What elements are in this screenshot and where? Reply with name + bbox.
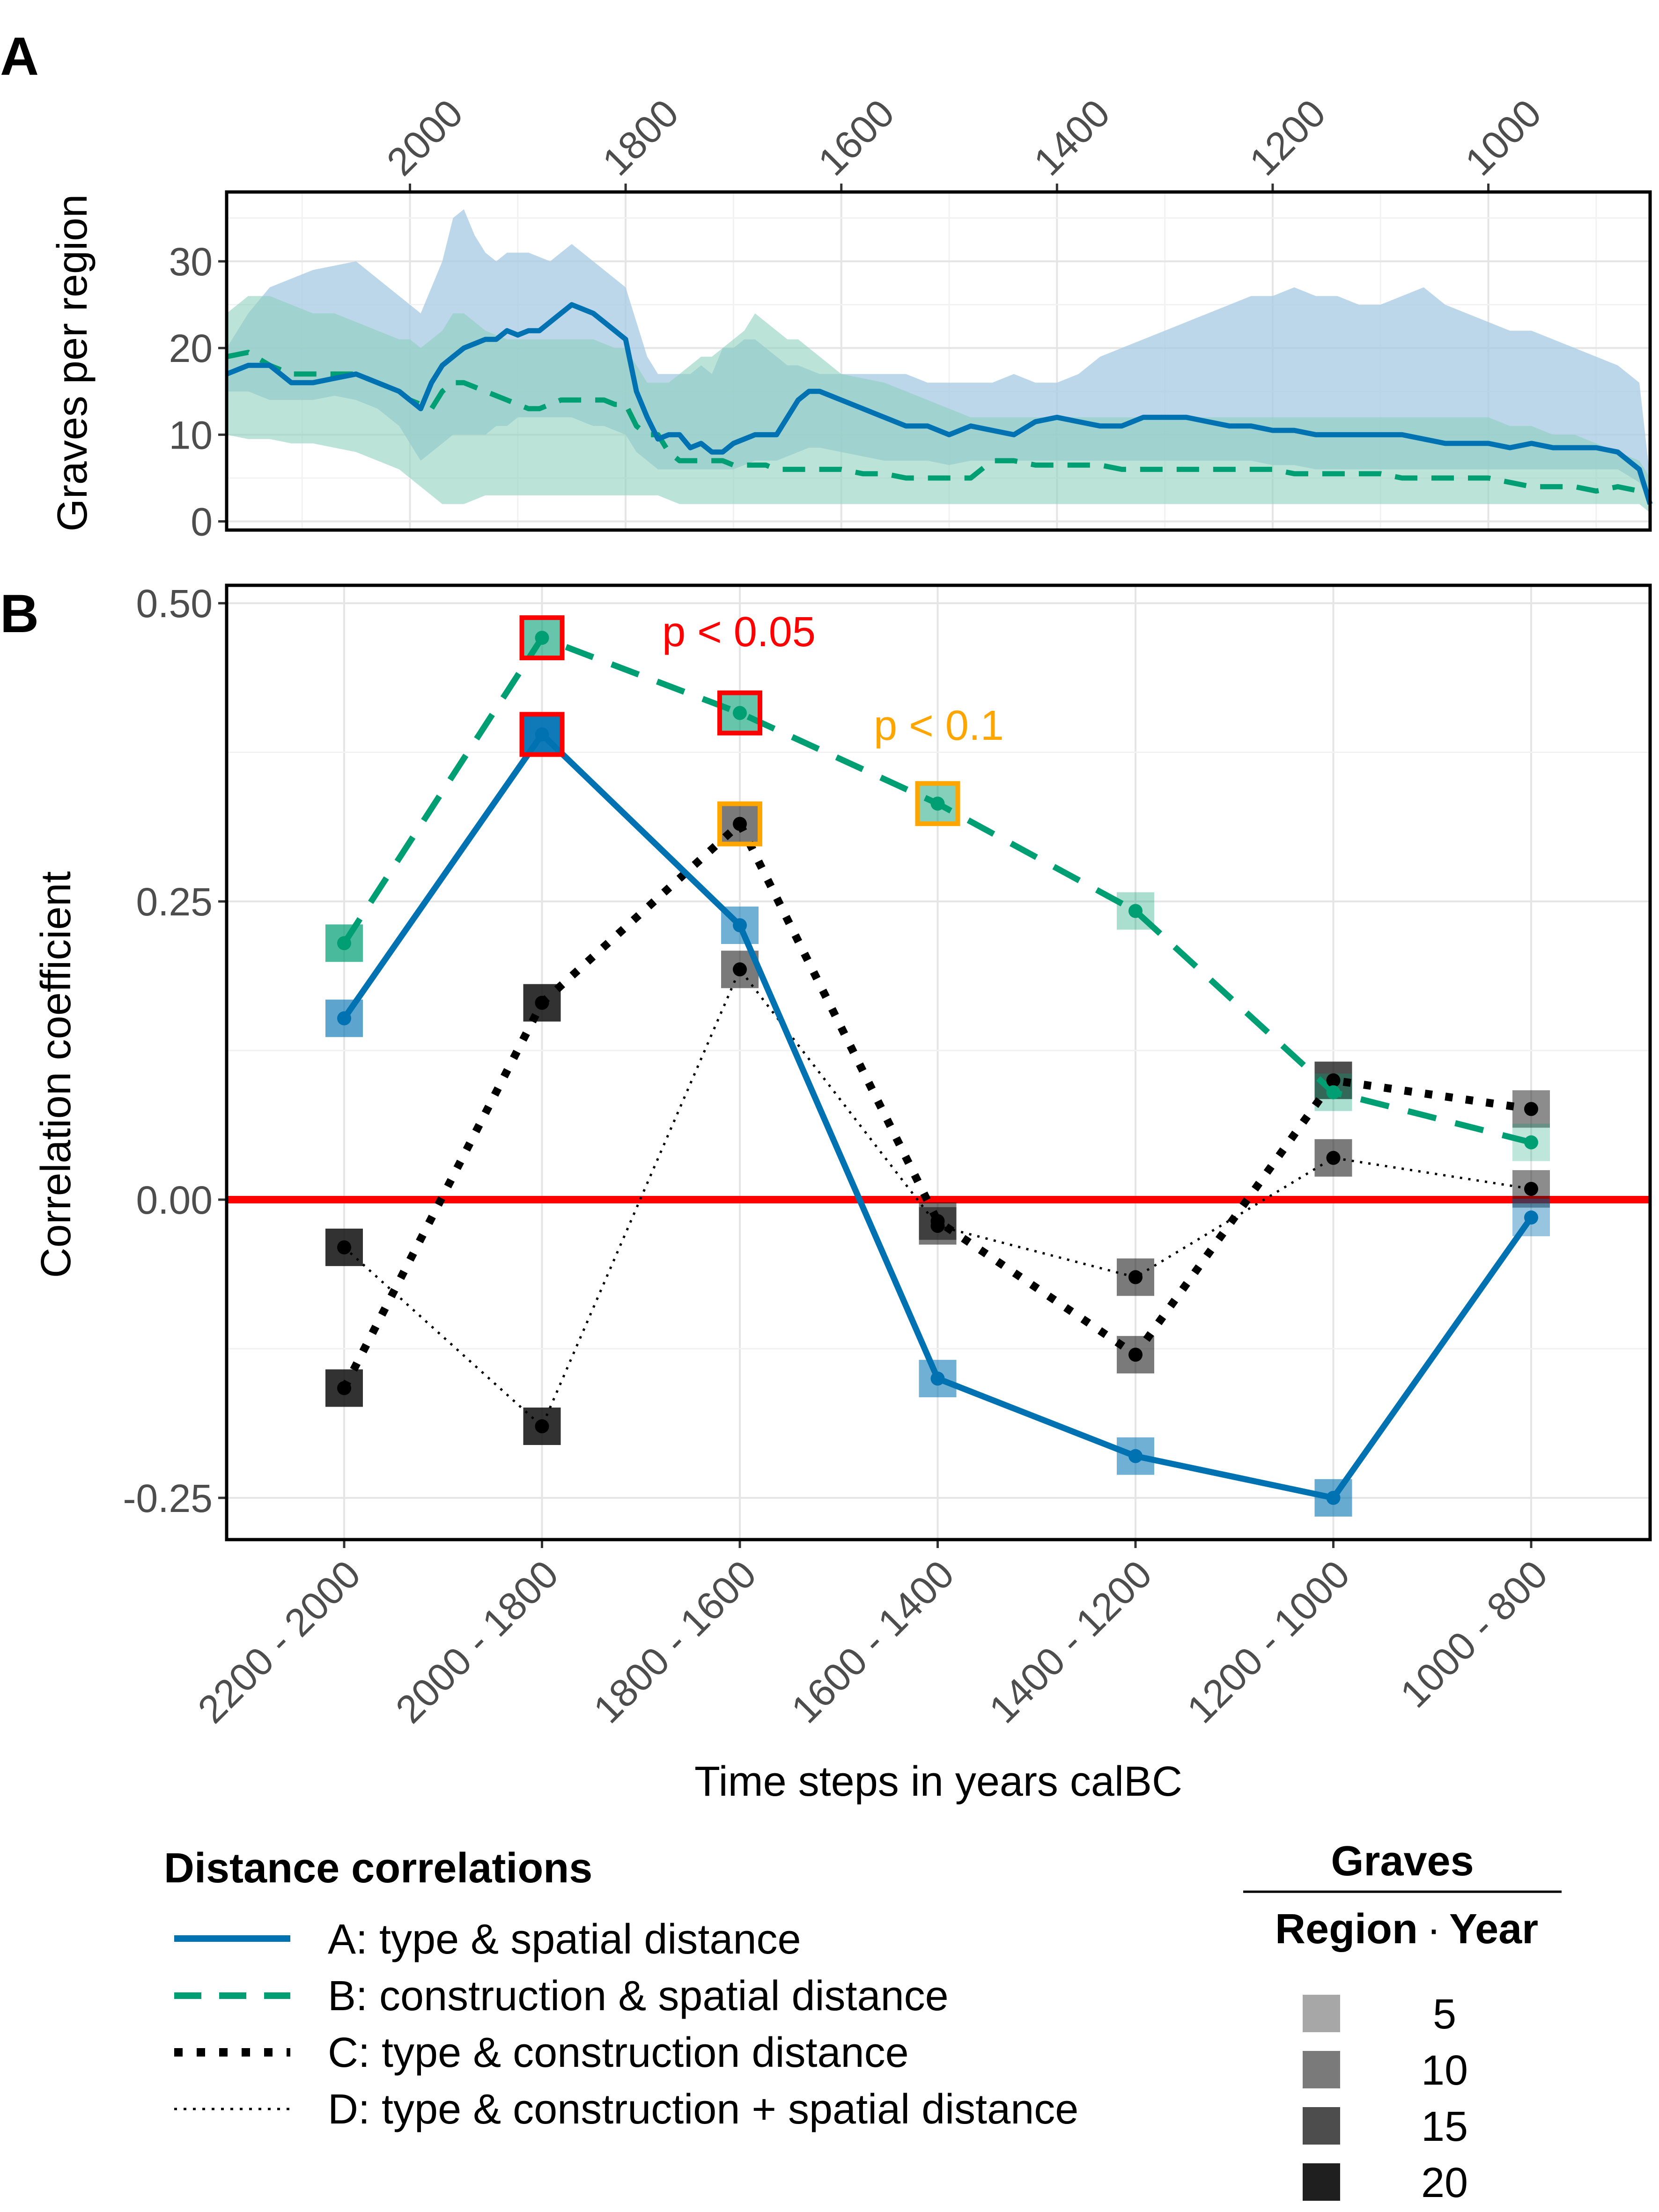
size-legend-title-graves: Graves [1331,1838,1474,1885]
panel-a-y-ticks: 0 10 20 30 [169,240,227,544]
data-point [1128,1348,1143,1362]
data-point [733,706,747,720]
panel-a-y-axis-title: Graves per region [49,194,96,531]
line-legend-title: Distance correlations [164,1845,592,1892]
panel-b-letter: B [0,584,39,644]
panel-a-border [225,190,1652,532]
annotation-p-0-1: p < 0.1 [874,702,1004,749]
legend-label-d: D: type & construction + spatial distanc… [328,2086,1078,2133]
y-tick-label: -0.25 [123,1476,213,1520]
data-point [1524,1102,1538,1116]
data-point [1326,1073,1341,1088]
data-point [535,1419,549,1433]
y-tick-label: 30 [169,240,213,284]
data-point [1128,1270,1143,1284]
line-legend: Distance correlations A: type & spatial … [164,1845,1078,2133]
significance-box [717,690,762,736]
data-point [1326,1150,1341,1165]
panel-b-x-axis-title: Time steps in years calBC [694,1758,1182,1805]
significance-box [519,712,565,757]
panel-b-border [225,583,1652,1541]
panel-a-lines [225,302,1653,505]
correlation-points [337,631,1538,1505]
legend-label-b: B: construction & spatial distance [328,1973,949,2020]
y-tick-label: 20 [169,326,213,370]
size-legend-title-region: Region [1275,1906,1418,1953]
data-point [733,817,747,831]
data-point [733,918,747,933]
data-point [535,995,549,1010]
size-legend-label: 10 [1421,2047,1468,2094]
y-tick-label: 10 [169,413,213,457]
data-point [337,1011,351,1025]
data-point [1128,1449,1143,1463]
significance-box [519,615,565,661]
data-point [1128,904,1143,918]
y-tick-label: 0.00 [136,1178,213,1222]
size-legend-title-year: Year [1449,1906,1538,1953]
panel-a-letter: A [0,27,39,87]
legend-label-c: C: type & construction distance [328,2029,909,2076]
panel-b-y-axis-title: Correlation coefficient [33,871,80,1278]
annotation-p-0-05: p < 0.05 [662,609,816,656]
size-legend-title-dot: · [1427,1906,1441,1953]
data-point [337,936,351,951]
size-legend-square [1303,2107,1340,2145]
y-tick-label: 0 [191,500,213,544]
data-point [1326,1085,1341,1099]
data-point [337,1240,351,1254]
data-point [930,1214,945,1228]
size-legend-square [1303,2163,1340,2201]
y-tick-label: 0.50 [136,582,213,626]
data-point [535,727,549,742]
size-legend-square [1303,2051,1340,2088]
size-legend-keys: 5 10 15 20 [1303,1991,1468,2206]
legend-label-a: A: type & spatial distance [328,1916,801,1963]
data-point [337,1381,351,1395]
graves-size-legend: Graves Region · Year 5 10 15 20 [1243,1838,1562,2206]
ribbon-band [227,296,1650,513]
mean-line [226,350,1652,498]
y-tick-label: 0.25 [136,880,213,924]
data-point [535,631,549,645]
data-point [1326,1490,1341,1505]
significance-highlights [519,615,960,847]
significance-box [915,781,960,826]
mean-line [225,302,1653,505]
size-legend-square [1303,1995,1340,2032]
data-point [1524,1182,1538,1196]
significance-box [717,801,762,847]
data-point [1524,1210,1538,1225]
size-legend-label: 5 [1433,1991,1456,2038]
panel-b-y-ticks: -0.25 0.00 0.25 0.50 [123,582,227,1520]
size-legend-label: 15 [1421,2103,1468,2150]
data-point [930,1371,945,1386]
data-point [733,962,747,977]
data-point [930,796,945,811]
data-point [1524,1135,1538,1150]
size-legend-label: 20 [1421,2160,1468,2206]
